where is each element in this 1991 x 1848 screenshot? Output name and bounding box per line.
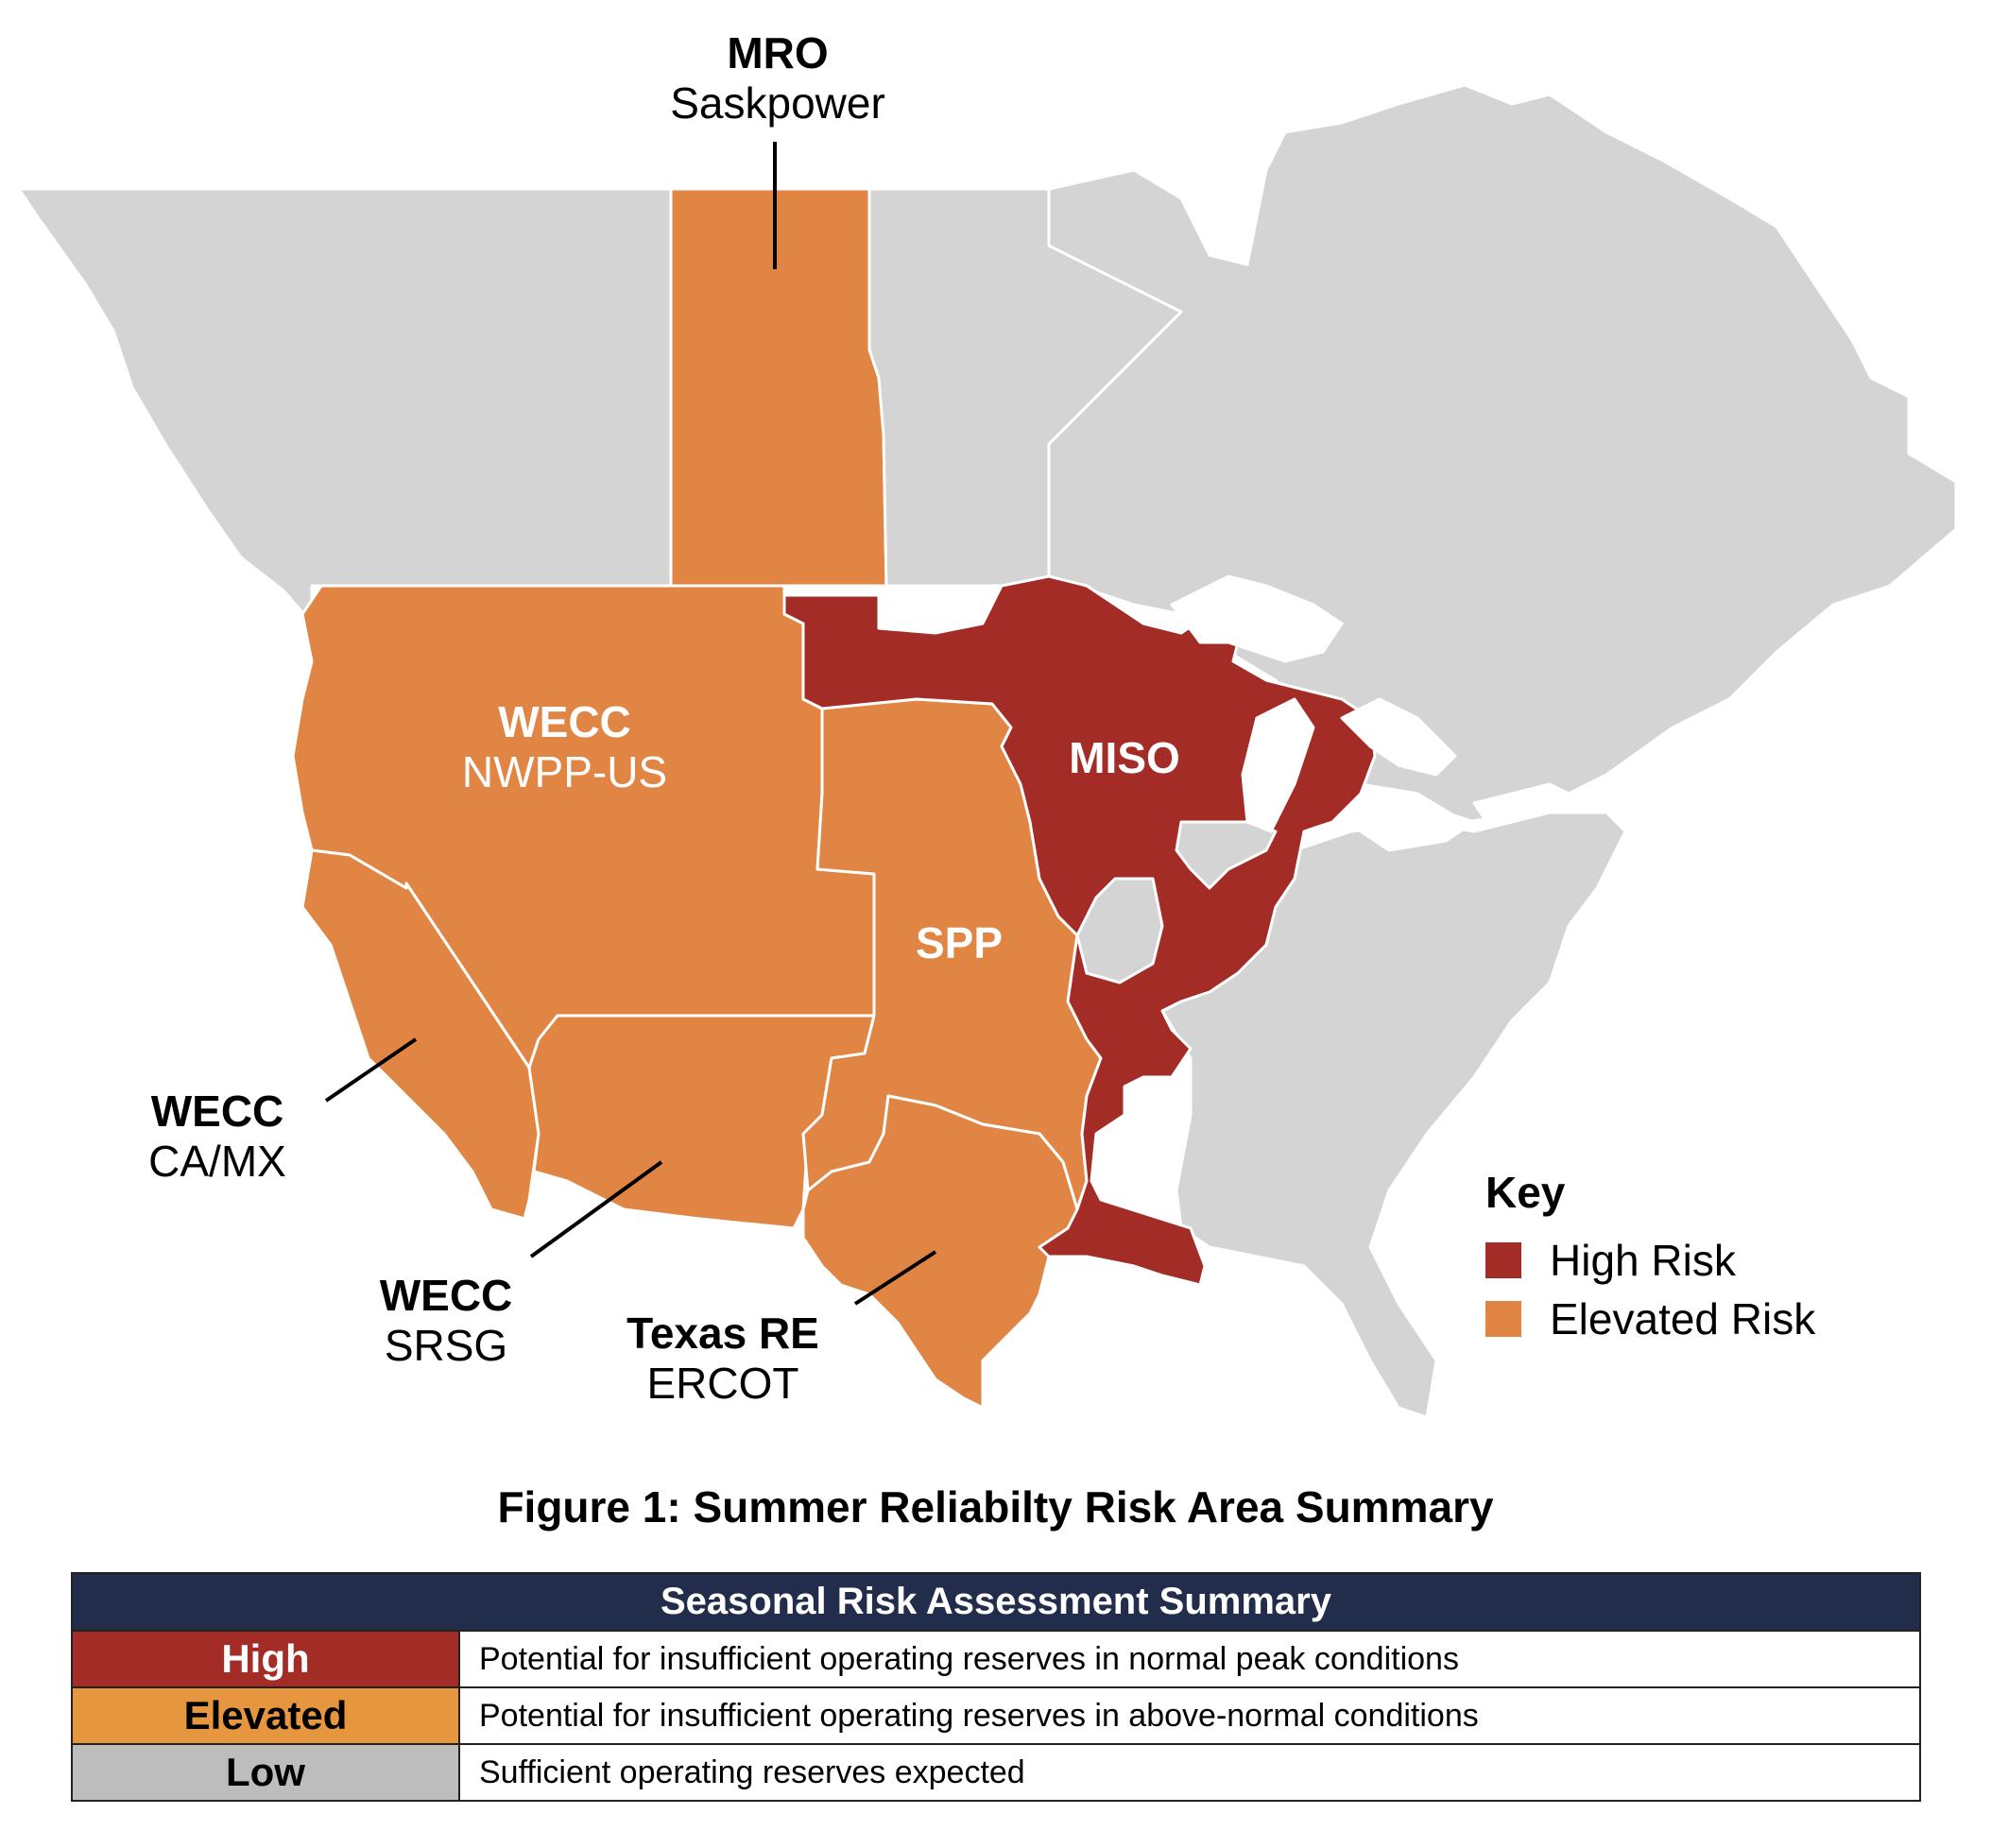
label-texas-re: Texas RE ERCOT (605, 1309, 841, 1409)
label-miso-title: MISO (1069, 733, 1180, 782)
map-legend: Key High Risk Elevated Risk (1485, 1167, 1815, 1348)
legend-swatch-high (1485, 1242, 1521, 1278)
table-desc-low: Sufficient operating reserves expected (458, 1745, 1919, 1800)
label-mro-sub: Saskpower (670, 77, 885, 128)
table-title: Seasonal Risk Assessment Summary (73, 1574, 1919, 1630)
legend-item-high: High Risk (1485, 1231, 1815, 1290)
table-row: High Potential for insufficient operatin… (73, 1630, 1919, 1686)
label-texas-re-title: Texas RE (626, 1309, 819, 1358)
great-lakes (1170, 574, 1570, 852)
texas-ercot-region (801, 1094, 1079, 1410)
label-wecc-camx-title: WECC (150, 1087, 284, 1136)
risk-summary-table: Seasonal Risk Assessment Summary High Po… (71, 1572, 1921, 1802)
wecc-srsg-leader-line (529, 1160, 663, 1258)
canada-east-region (886, 83, 1958, 824)
legend-label-elevated: Elevated Risk (1550, 1294, 1816, 1343)
legend-title: Key (1485, 1168, 1566, 1217)
table-desc-high: Potential for insufficient operating res… (458, 1632, 1919, 1686)
label-wecc-camx-sub: CA/MX (148, 1136, 286, 1186)
table-row: Elevated Potential for insufficient oper… (73, 1686, 1919, 1743)
label-wecc-srsg-sub: SRSG (384, 1320, 508, 1370)
table-row: Low Sufficient operating reserves expect… (73, 1743, 1919, 1800)
canada-region (17, 187, 673, 625)
table-level-elevated: Elevated (73, 1688, 458, 1743)
table-level-low: Low (73, 1745, 458, 1800)
table-level-high: High (73, 1632, 458, 1686)
legend-item-elevated: Elevated Risk (1485, 1290, 1815, 1348)
legend-swatch-elevated (1485, 1301, 1521, 1337)
label-spp-title: SPP (915, 918, 1004, 967)
wecc-camx-leader-line (324, 1037, 418, 1103)
label-spp: SPP (888, 918, 1030, 968)
label-wecc-nwpp-sub: NWPP-US (461, 746, 668, 796)
figure-caption: Figure 1: Summer Reliabilty Risk Area Su… (497, 1482, 1494, 1531)
label-wecc-nwpp-title: WECC (498, 697, 631, 746)
texas-leader-line (853, 1250, 937, 1306)
miso-inset-low-1 (1075, 877, 1164, 984)
label-wecc-camx: WECC CA/MX (132, 1087, 302, 1187)
risk-map (17, 83, 1958, 1419)
table-desc-elevated: Potential for insufficient operating res… (458, 1688, 1919, 1743)
wecc-camx-region (300, 848, 541, 1221)
label-miso: MISO (1030, 733, 1219, 783)
label-wecc-srsg: WECC SRSG (361, 1271, 531, 1371)
mro-saskpower-region (669, 187, 888, 588)
label-wecc-srsg-title: WECC (379, 1271, 513, 1320)
label-texas-re-sub: ERCOT (646, 1358, 799, 1408)
legend-label-high: High Risk (1550, 1236, 1736, 1285)
label-mro-title: MRO (727, 28, 829, 77)
label-mro: MRO Saskpower (650, 28, 905, 128)
label-wecc-nwpp: WECC NWPP-US (425, 697, 704, 797)
